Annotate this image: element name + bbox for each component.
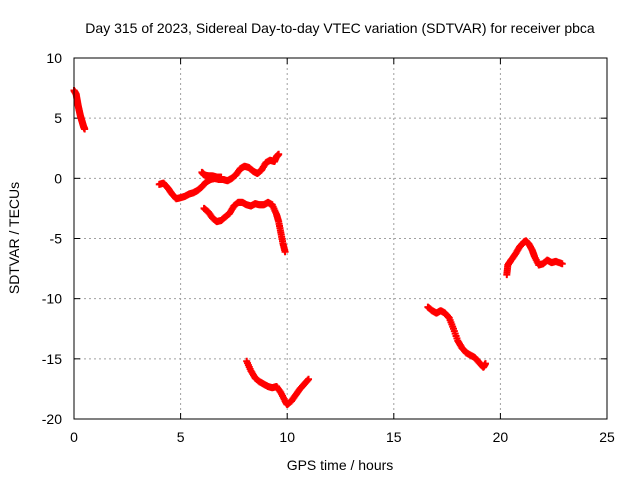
y-tick-label: -15 <box>42 351 62 367</box>
x-tick-label: 15 <box>386 429 402 445</box>
series-arc5 <box>243 357 313 409</box>
series-arc6 <box>424 303 489 371</box>
y-tick-label: 10 <box>46 50 62 66</box>
y-tick-label: 5 <box>54 110 62 126</box>
x-tick-label: 5 <box>177 429 185 445</box>
x-tick-label: 10 <box>279 429 295 445</box>
y-tick-label: -10 <box>42 291 62 307</box>
data-point <box>81 125 89 133</box>
x-axis-label: GPS time / hours <box>287 457 394 473</box>
plot-frame <box>73 57 608 420</box>
y-tick-label: -5 <box>50 231 63 247</box>
data-point <box>275 150 283 158</box>
data-point <box>558 260 566 268</box>
y-axis-label: SDTVAR / TECUs <box>6 182 22 294</box>
data-point <box>217 173 225 181</box>
grid-lines <box>74 58 607 419</box>
y-tick-label: 0 <box>54 170 62 186</box>
y-tick-label: -20 <box>42 411 62 427</box>
data-point <box>481 360 489 368</box>
x-tick-label: 20 <box>493 429 509 445</box>
data-point <box>281 248 289 256</box>
chart-title: Day 315 of 2023, Sidereal Day-to-day VTE… <box>85 20 595 36</box>
series-arc1 <box>70 86 89 133</box>
series-arc4 <box>200 198 289 256</box>
x-tick-label: 0 <box>70 429 78 445</box>
data-points <box>70 86 566 409</box>
series-arc7 <box>503 237 566 279</box>
data-point <box>305 375 313 383</box>
x-tick-label: 25 <box>599 429 615 445</box>
series-arc3 <box>198 168 225 181</box>
